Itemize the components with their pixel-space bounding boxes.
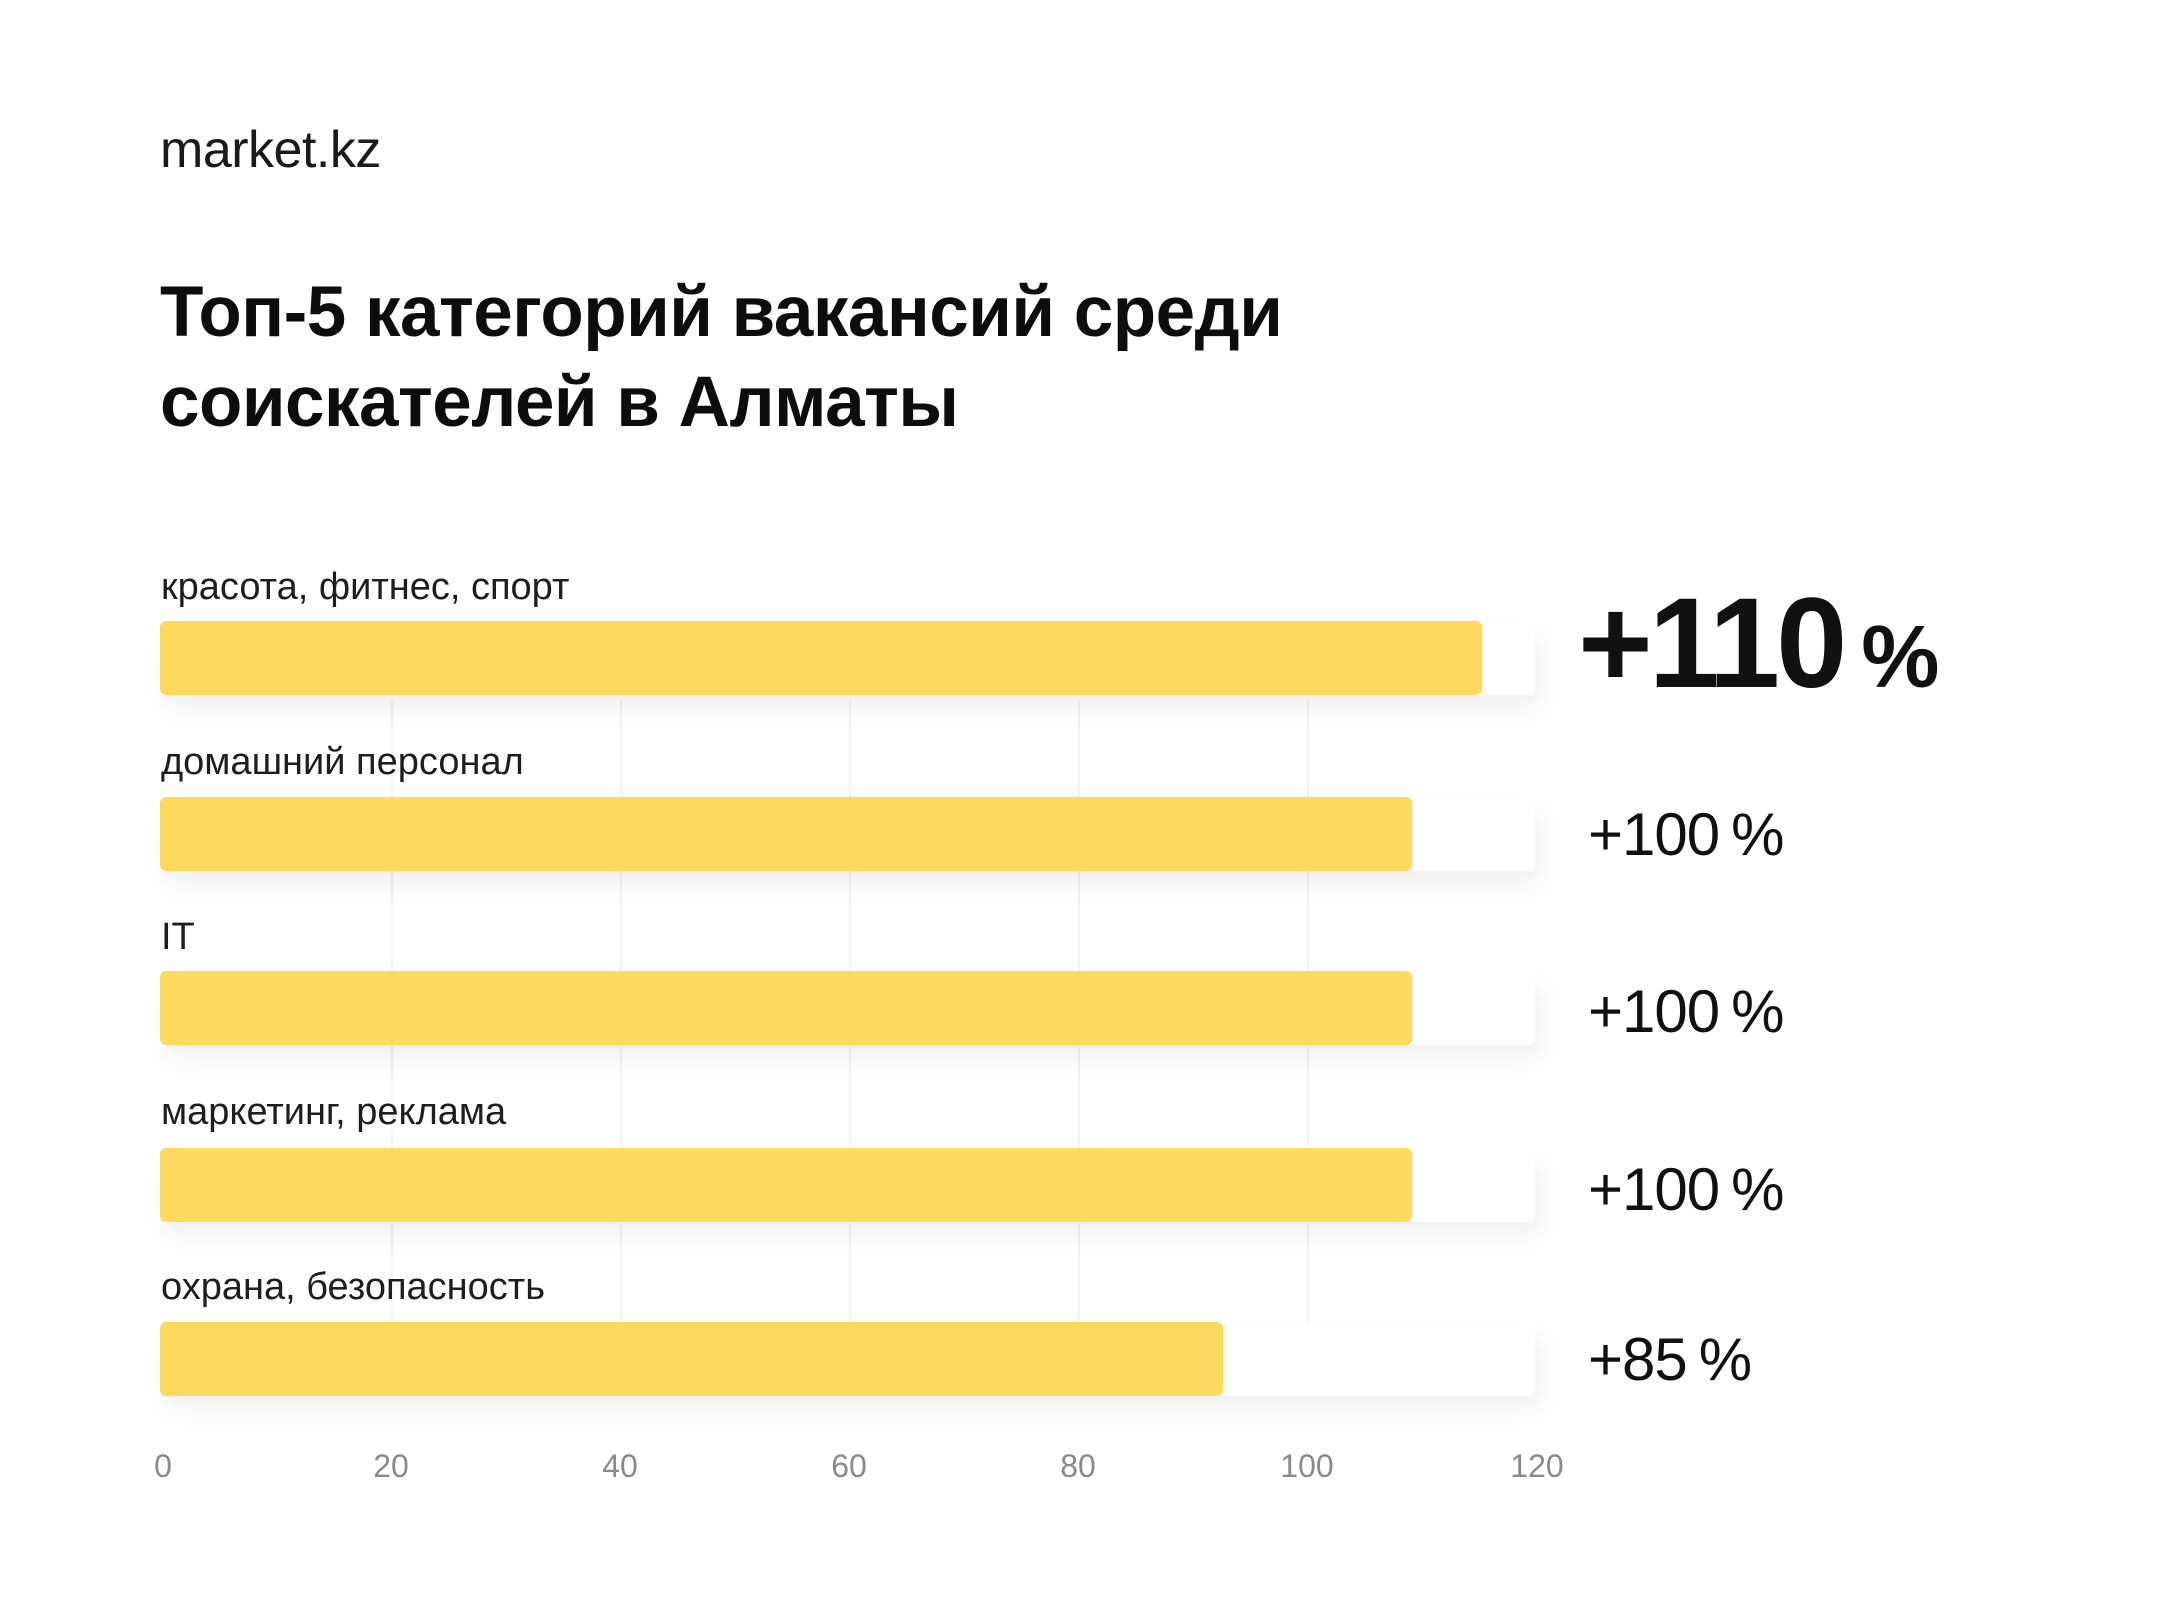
bar-fill <box>160 621 1482 695</box>
x-tick-label: 0 <box>154 1448 172 1484</box>
bar-track <box>160 621 1535 695</box>
bar-fill <box>160 1148 1412 1222</box>
category-label: охрана, безопасность <box>161 1266 546 1308</box>
bar-track <box>160 1322 1535 1396</box>
gridline-20 <box>391 700 393 1390</box>
value-label: +85% <box>1588 1330 1752 1390</box>
value-label: +100% <box>1588 805 1785 865</box>
value-label: +100% <box>1588 1160 1785 1220</box>
gridline-40 <box>620 700 622 1390</box>
x-tick-label: 20 <box>373 1448 409 1484</box>
gridline-80 <box>1078 700 1080 1390</box>
percent-sign: % <box>1731 1156 1784 1223</box>
bar-track <box>160 971 1535 1045</box>
category-label: красота, фитнес, спорт <box>161 566 570 608</box>
x-tick-label: 100 <box>1280 1448 1334 1484</box>
percent-sign: % <box>1698 1326 1752 1393</box>
x-tick-label: 120 <box>1510 1448 1564 1484</box>
x-tick-label: 80 <box>1060 1448 1096 1484</box>
chart-title: Топ-5 категорий вакансий среди соискател… <box>160 268 1560 448</box>
category-label: IT <box>161 916 195 958</box>
chart-title-line-1: Топ-5 категорий вакансий среди <box>160 273 1283 352</box>
bar-track <box>160 1148 1535 1222</box>
brand-logo-text: market.kz <box>160 121 381 179</box>
category-label: домашний персонал <box>161 741 524 783</box>
bar-fill <box>160 797 1412 871</box>
bar-fill <box>160 1322 1223 1396</box>
percent-sign: % <box>1861 607 1939 706</box>
x-tick-label: 40 <box>602 1448 638 1484</box>
x-tick-label: 60 <box>831 1448 867 1484</box>
chart-title-line-2: соискателей в Алматы <box>160 363 959 442</box>
value-number: +100 <box>1588 801 1720 868</box>
gridline-60 <box>849 700 851 1390</box>
bar-fill <box>160 971 1412 1045</box>
value-number: +110 <box>1578 572 1847 715</box>
value-number: +85 <box>1588 1326 1688 1393</box>
gridline-100 <box>1307 700 1309 1390</box>
value-label: +100% <box>1588 982 1785 1042</box>
value-number: +100 <box>1588 1156 1720 1223</box>
value-label-highlight: +110% <box>1578 580 1940 721</box>
category-label: маркетинг, реклама <box>161 1091 507 1133</box>
value-number: +100 <box>1588 978 1720 1045</box>
percent-sign: % <box>1731 801 1784 868</box>
percent-sign: % <box>1731 978 1784 1045</box>
bar-track <box>160 797 1535 871</box>
